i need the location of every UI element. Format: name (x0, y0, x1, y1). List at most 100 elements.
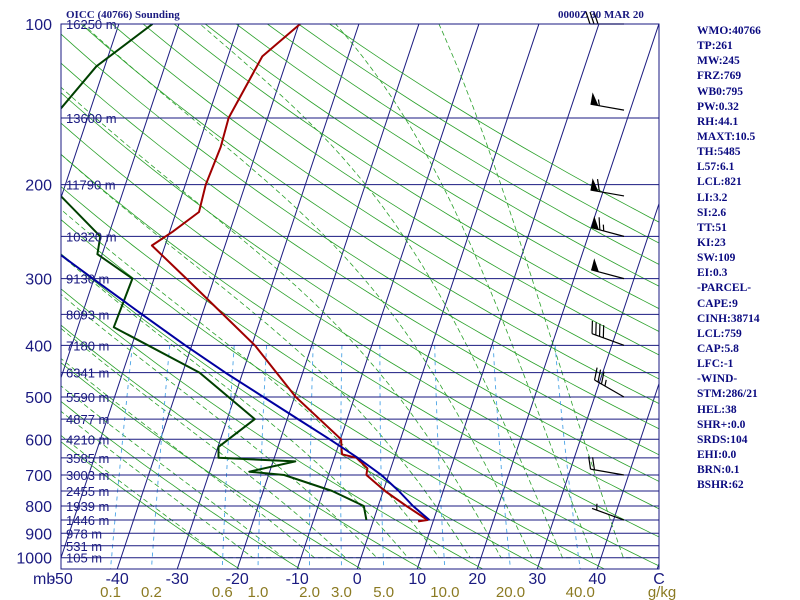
wind-barb-flag (588, 456, 592, 470)
index-item: LCL:821 (697, 176, 742, 189)
wind-barb-flag (593, 367, 598, 381)
sounding-indices: WMO:40766 TP:261 MW:245 FRZ:769 WB0:795 PW:0.… (697, 24, 800, 493)
height-label: 5590 m (66, 390, 109, 405)
mixing-ratio-line (434, 345, 446, 569)
index-item: LI:3.2 (697, 191, 728, 204)
index-item: TT:51 (697, 221, 727, 234)
wind-barb (591, 503, 625, 521)
wind-barb-shaft (591, 333, 625, 346)
isotherm-line (236, 24, 420, 569)
dry-adiabat-line (61, 362, 362, 569)
index-item: WB0:795 (697, 85, 743, 98)
wind-barb (588, 456, 625, 476)
wind-barb-pennant (591, 258, 599, 272)
height-label: 13600 m (66, 111, 117, 126)
index-item: -PARCEL- (697, 282, 752, 295)
wind-barbs (585, 11, 625, 521)
isotherm-line (176, 24, 360, 569)
moist-adiabat-line (61, 86, 511, 559)
mixing-ratio-label: 2.0 (299, 584, 320, 600)
height-label: 105 m (66, 551, 102, 566)
wind-barb-flag (600, 371, 605, 385)
dry-adiabat-line (205, 24, 659, 310)
temperature-tick-label: -40 (106, 571, 129, 588)
height-label: 2455 m (66, 484, 109, 499)
dry-adiabat-line (61, 153, 659, 538)
wind-barb-flag (598, 217, 601, 230)
dry-adiabat-line (61, 288, 483, 569)
index-item: SW:109 (697, 252, 736, 265)
moist-adiabat-line (199, 24, 571, 559)
wind-barb (590, 92, 625, 111)
isotherm-line (476, 24, 659, 569)
index-item: SI:2.6 (697, 206, 727, 219)
height-label: 978 m (66, 526, 102, 541)
isotherm-line (596, 382, 659, 569)
wind-barb-shaft (591, 226, 625, 237)
dry-adiabat-line (173, 24, 659, 332)
isotherm-line (296, 24, 480, 569)
dry-adiabat-line (61, 62, 659, 456)
wind-barb-pennant (591, 215, 599, 230)
dry-adiabat-line (61, 33, 659, 430)
pressure-tick-label: 800 (25, 499, 52, 516)
index-item: KI:23 (697, 236, 726, 249)
mixing-ratio-label: 5.0 (373, 584, 394, 600)
wind-barb-flag (585, 11, 591, 25)
height-label: 4877 m (66, 412, 109, 427)
height-label: 4210 m (66, 432, 109, 447)
dry-adiabat-line (61, 186, 659, 567)
dry-adiabat-line (111, 24, 659, 380)
height-label: 531 m (66, 539, 102, 554)
height-label: 7180 m (66, 338, 109, 353)
valid-time: 0000Z 30 MAR 20 (558, 9, 644, 21)
height-label: 1446 m (66, 513, 109, 528)
moist-adiabat-line (61, 254, 421, 559)
dry-adiabat-line (61, 441, 240, 569)
moist-adiabat-line (61, 434, 241, 559)
wind-barb-flag (597, 369, 602, 383)
index-item: BSHR:62 (697, 479, 744, 492)
dry-adiabat-line (61, 219, 605, 569)
wind-barb (591, 321, 625, 346)
height-label: 8093 m (66, 307, 109, 322)
temperature-profile (150, 24, 429, 523)
height-label: 3003 m (66, 468, 109, 483)
mixing-ratio-label: 10.0 (430, 584, 459, 600)
wind-barb-shaft (591, 269, 625, 280)
wind-barb-half-flag (604, 379, 607, 387)
isotherm-line (416, 24, 600, 569)
pressure-tick-label: 300 (25, 272, 52, 289)
temperature-tick-label: -50 (50, 571, 73, 588)
index-item: PW:0.32 (697, 100, 739, 113)
wind-barb-flag (596, 179, 600, 192)
mixing-ratio-label: 0.6 (212, 584, 233, 600)
height-label: 3585 m (66, 451, 109, 466)
moist-adiabat-line (82, 24, 541, 559)
moist-adiabat-line (61, 357, 331, 559)
wind-barb-shaft (594, 379, 625, 398)
pressure-tick-label: 200 (25, 178, 52, 195)
wind-barb-pennant (590, 92, 599, 106)
index-item: L57:6.1 (697, 161, 735, 174)
index-item: TP:261 (697, 40, 733, 53)
celsius-label: C (653, 571, 665, 588)
sounding-profiles (61, 24, 431, 523)
index-item: LCL:759 (697, 327, 742, 340)
index-item: FRZ:769 (697, 70, 742, 83)
index-item: MAXT:10.5 (697, 130, 756, 143)
height-label: 1939 m (66, 499, 109, 514)
moist-adiabat-line (438, 24, 631, 559)
dry-adiabat-line (236, 24, 659, 287)
mixing-ratio-line (554, 345, 581, 569)
moist-adiabat-line (335, 24, 601, 559)
temperature-tick-label: 20 (468, 571, 486, 588)
isotherm-line (61, 24, 240, 560)
index-item: STM:286/21 (697, 388, 758, 401)
wind-barb-shaft (590, 103, 625, 111)
pressure-tick-label: 700 (25, 468, 52, 485)
index-item: BRN:0.1 (697, 464, 740, 477)
dry-adiabat-line (61, 92, 659, 482)
wind-barb (591, 258, 625, 280)
